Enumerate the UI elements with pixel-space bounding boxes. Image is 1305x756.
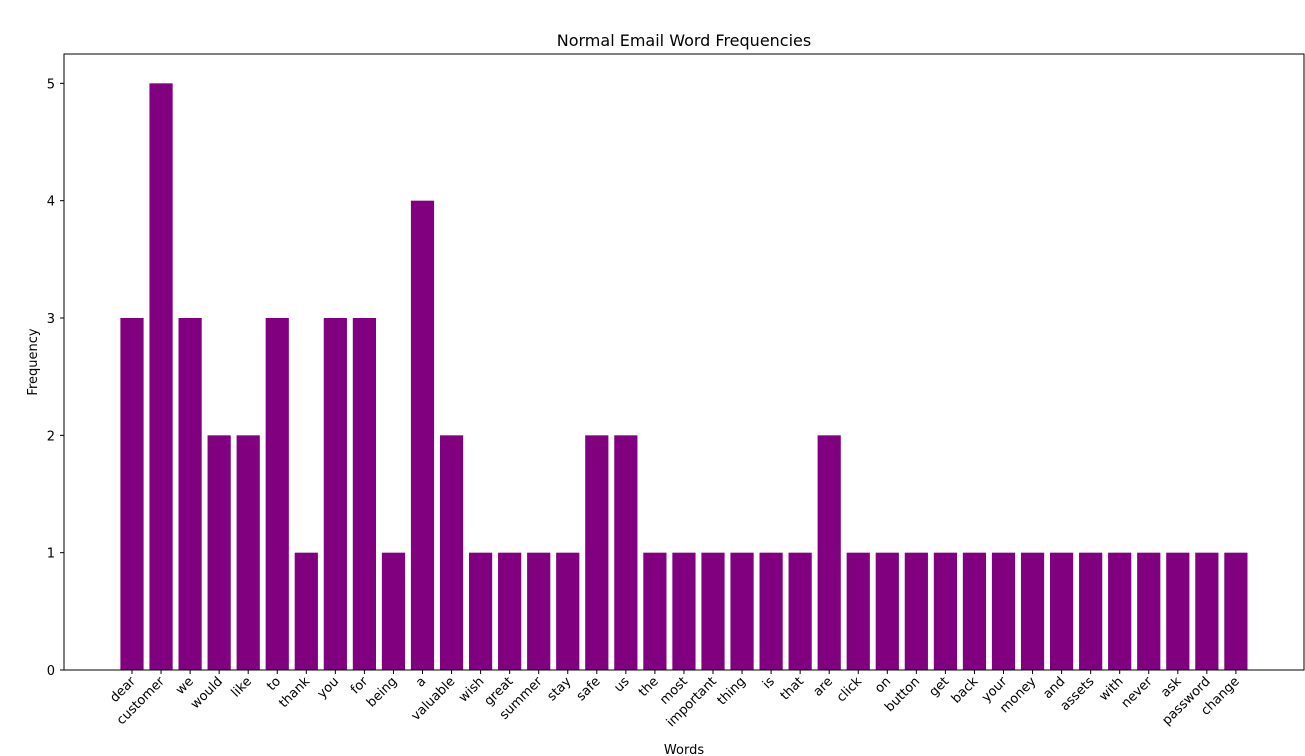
x-tick-label: back [949, 674, 982, 707]
bar-click [846, 552, 870, 670]
x-tick-label: for [348, 674, 372, 698]
bar-wish [469, 552, 493, 670]
x-tick-label: thing [715, 674, 749, 708]
bar-thank [294, 552, 318, 670]
x-tick-label: you [315, 674, 342, 701]
bar-your [991, 552, 1016, 670]
x-tick-label: we [173, 674, 197, 698]
x-tick-label: us [611, 674, 632, 695]
y-tick-label: 1 [47, 547, 55, 562]
bar-password [1195, 552, 1219, 670]
bar-important [701, 552, 725, 670]
bar-back [962, 552, 987, 670]
bar-great [498, 552, 522, 670]
bar-is [759, 552, 783, 670]
bar-valuable [439, 435, 464, 670]
bar-stay [556, 552, 580, 670]
chart-title: Normal Email Word Frequencies [557, 31, 811, 50]
bar-money [1020, 552, 1045, 670]
bar-we [178, 318, 202, 670]
y-tick-label: 4 [47, 195, 55, 210]
bar-most [672, 552, 696, 670]
bar-button [904, 552, 928, 670]
x-tick-label: being [364, 674, 400, 710]
bar-us [614, 435, 638, 670]
bar-with [1108, 552, 1132, 670]
bar-like [236, 435, 260, 670]
x-tick-label: are [811, 674, 836, 699]
x-tick-label: like [229, 674, 255, 700]
x-tick-label: to [264, 674, 284, 694]
bar-customer [149, 83, 173, 670]
y-axis: 0 1 2 3 4 5 [47, 77, 64, 679]
x-tick-label: is [760, 674, 778, 692]
x-tick-label: that [778, 674, 807, 703]
bars-group [120, 83, 1248, 671]
bar-and [1050, 552, 1074, 670]
x-tick-label: on [872, 674, 894, 696]
bar-on [875, 552, 899, 670]
x-tick-label: a [413, 674, 429, 690]
bar-thing [730, 552, 754, 670]
y-axis-label: Frequency [26, 328, 41, 395]
bar-dear [120, 318, 144, 670]
bar-safe [585, 435, 609, 670]
x-tick-label: safe [574, 674, 604, 704]
bar-for [352, 318, 376, 670]
x-tick-label: click [834, 674, 865, 705]
bar-ask [1166, 552, 1190, 670]
y-tick-label: 3 [47, 312, 55, 327]
bar-a [410, 200, 435, 671]
x-tick-label: would [188, 674, 226, 712]
bar-the [643, 552, 667, 670]
bar-are [817, 435, 841, 670]
y-tick-label: 5 [47, 77, 55, 92]
bar-summer [527, 552, 551, 670]
bar-to [265, 318, 289, 670]
bar-never [1137, 552, 1161, 670]
bar-you [323, 318, 347, 670]
x-tick-label: thank [276, 674, 313, 711]
y-tick-label: 2 [47, 429, 55, 444]
bar-would [207, 435, 231, 670]
x-tick-label: stay [545, 674, 575, 704]
x-axis-label: Words [664, 743, 704, 756]
y-tick-label: 0 [47, 664, 55, 679]
x-tick-label: never [1119, 674, 1156, 711]
bar-change [1224, 552, 1248, 670]
bar-get [933, 552, 957, 670]
bar-being [381, 552, 406, 670]
bar-assets [1079, 552, 1103, 670]
bar-that [788, 552, 812, 670]
